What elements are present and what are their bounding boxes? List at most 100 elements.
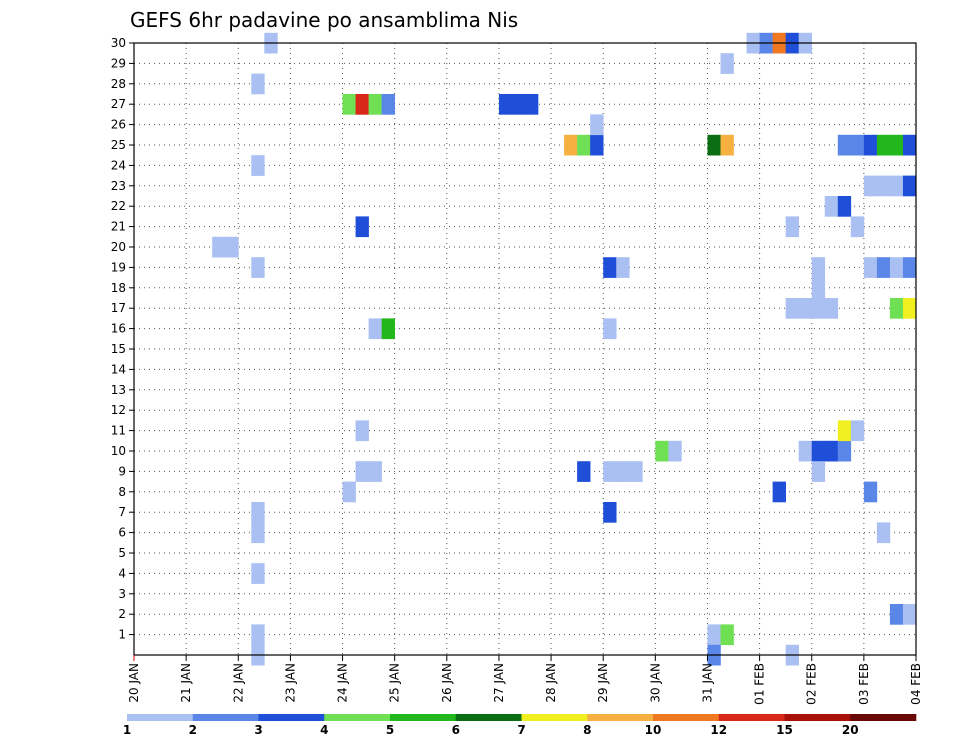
data-cell [355,94,369,115]
colorbar-label: 1 [123,723,131,737]
colorbar-swatch [324,714,391,721]
data-cell [251,502,265,523]
y-tick-label: 22 [111,199,126,213]
data-cell [824,440,839,462]
data-cell [811,440,826,462]
data-cell [355,420,369,442]
y-tick-label: 25 [111,138,126,152]
data-cell [355,461,369,482]
data-cell [603,502,617,523]
data-cell [225,236,239,258]
data-cell [876,257,891,278]
data-cell [251,73,265,95]
y-tick-label: 7 [118,505,126,519]
data-cell [251,155,265,176]
data-cell [811,461,826,482]
colorbar-swatch [390,714,457,721]
data-cell [368,94,382,115]
data-cell [889,257,904,278]
x-tick-label: 24 JAN [336,663,350,703]
data-cell [525,94,539,115]
data-cell [577,134,591,156]
data-cell [876,175,891,197]
colorbar-label: 2 [189,723,197,737]
data-cell [616,257,630,278]
data-cell [889,134,904,156]
data-cell [342,94,356,115]
y-tick-label: 14 [111,362,126,376]
colorbar-swatch [718,714,785,721]
data-cell [368,461,382,482]
data-cell [381,94,395,115]
data-cell [251,522,265,544]
data-cell [511,94,526,115]
y-tick-label: 29 [111,56,126,70]
data-cell [212,236,226,258]
colorbar-label: 20 [842,723,859,737]
data-cell [342,481,356,503]
colorbar-label: 6 [452,723,460,737]
x-tick-label: 01 FEB [753,663,767,705]
colorbar-swatch [258,714,325,721]
x-tick-label: 04 FEB [909,663,923,705]
colorbar-label: 3 [254,723,262,737]
data-cell [707,134,721,156]
data-cell [590,134,604,156]
data-cell [902,604,917,625]
colorbar-swatch [784,714,851,721]
x-tick-label: 26 JAN [440,663,454,703]
data-cell [590,114,604,136]
data-cell [798,298,813,319]
data-cell [655,440,669,462]
data-cell [251,563,265,584]
data-cell [772,481,786,503]
data-cell [629,461,643,482]
data-cell [603,318,617,340]
chart-title: GEFS 6hr padavine po ansamblima Nis [130,8,518,32]
data-cell [863,481,878,503]
data-cell [616,461,630,482]
colorbar-label: 7 [517,723,525,737]
data-cell [863,175,878,197]
data-cell [251,257,265,278]
y-tick-label: 28 [111,77,126,91]
y-tick-label: 26 [111,118,126,132]
data-cell [902,257,917,278]
x-tick-label: 22 JAN [231,663,245,703]
data-cell [577,461,591,482]
data-cell [876,134,891,156]
y-tick-label: 9 [118,464,126,478]
data-cell [863,257,878,278]
y-tick-label: 2 [118,607,126,621]
colorbar-swatch [850,714,917,721]
data-cells [212,32,917,666]
x-tick-label: 28 JAN [544,663,558,703]
data-cell [889,298,904,319]
data-cell [368,318,382,340]
data-cell [876,522,891,544]
data-cell [720,53,734,74]
data-cell [785,216,799,238]
data-cell [811,277,826,299]
data-cell [811,298,826,319]
data-cell [798,440,813,462]
colorbar-label: 10 [645,723,662,737]
y-tick-label: 13 [111,383,126,397]
y-tick-label: 5 [118,546,126,560]
data-cell [564,134,578,156]
data-cell [603,257,617,278]
data-cell [850,216,865,238]
x-tick-label: 30 JAN [648,663,662,703]
y-tick-label: 8 [118,485,126,499]
x-tick-label: 21 JAN [179,663,193,703]
data-cell [668,440,682,462]
colorbar-label: 8 [583,723,591,737]
y-tick-label: 23 [111,179,126,193]
y-tick-label: 27 [111,97,126,111]
y-tick-label: 11 [111,424,126,438]
y-tick-label: 30 [111,36,126,50]
data-cell [902,298,917,319]
y-tick-label: 21 [111,220,126,234]
data-cell [837,196,852,217]
x-tick-label: 31 JAN [700,663,714,703]
